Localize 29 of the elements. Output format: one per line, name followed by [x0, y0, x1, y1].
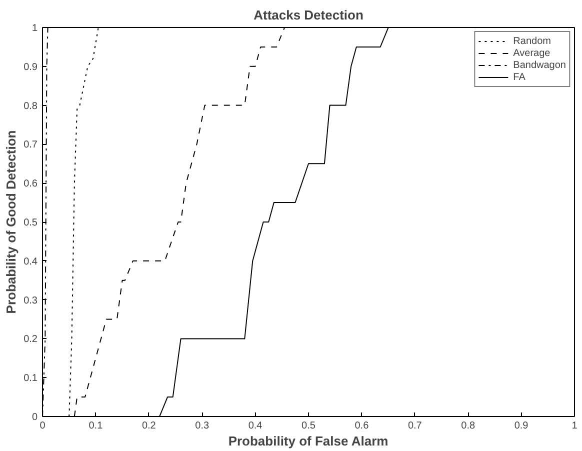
chart-title: Attacks Detection: [254, 8, 364, 22]
legend-label: Random: [513, 35, 551, 47]
y-axis-title: Probability of Good Detection: [4, 130, 19, 314]
y-tick-label: 0.5: [24, 218, 38, 228]
x-tick-label: 0.3: [195, 420, 210, 432]
x-tick-label: 0.5: [302, 420, 316, 432]
x-tick-label: 0.4: [248, 420, 263, 432]
y-tick-label: 0.4: [24, 256, 38, 268]
legend-label: FA: [513, 71, 526, 83]
x-tick-label: 0.8: [461, 420, 476, 432]
x-tick-label: 0.6: [354, 420, 370, 432]
y-tick-label: 0.7: [24, 140, 38, 151]
x-axis-title: Probability of False Alarm: [228, 434, 388, 448]
legend-label: Average: [513, 47, 550, 59]
x-tick-label: 0.9: [514, 420, 529, 432]
y-tick-label: 0.2: [24, 334, 38, 346]
x-tick-label: 0: [40, 420, 46, 432]
y-tick-label: 0.3: [24, 295, 38, 306]
y-tick-label: 0.1: [24, 373, 38, 384]
x-tick-label: 0.1: [88, 420, 104, 432]
y-tick-label: 0: [32, 412, 38, 423]
y-tick-label: 0.8: [24, 100, 38, 112]
x-tick-label: 0.2: [142, 420, 156, 432]
y-tick-label: 0.6: [24, 178, 38, 190]
x-tick-label: 1: [572, 420, 578, 432]
y-tick-label: 0.9: [24, 62, 38, 73]
y-tick-label: 1: [32, 23, 38, 34]
x-tick-label: 0.7: [408, 420, 422, 432]
legend-label: Bandwagon: [513, 59, 566, 71]
